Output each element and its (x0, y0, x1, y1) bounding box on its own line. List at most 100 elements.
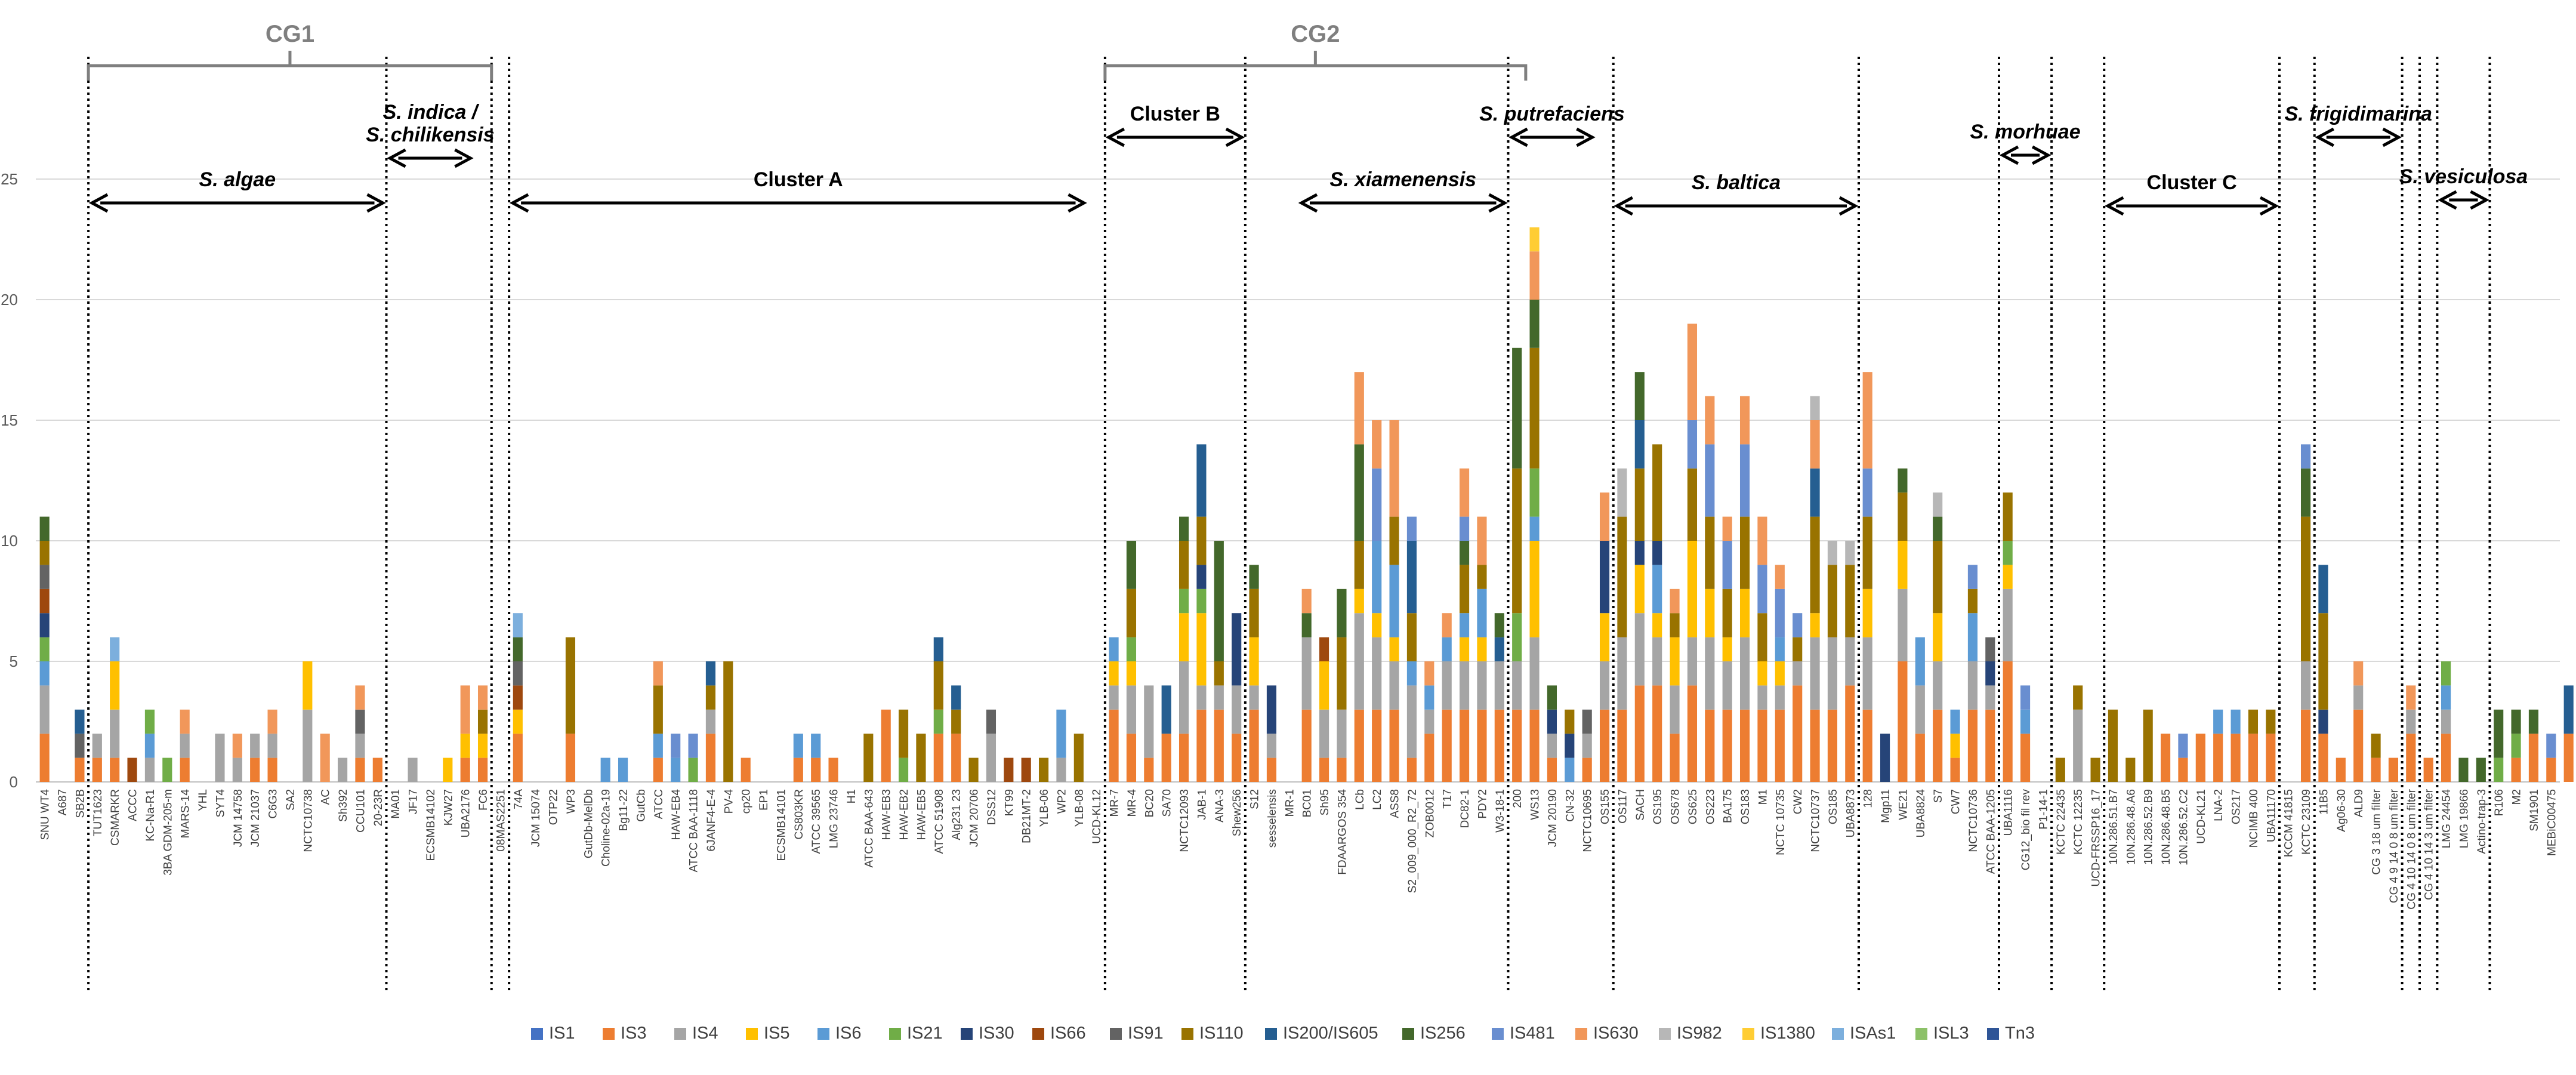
group-label: CG2 (1291, 21, 1340, 47)
bar-segment (2300, 661, 2311, 710)
y-tick-label: 5 (10, 652, 18, 670)
x-tick-label: KJW27 (442, 789, 455, 825)
x-tick-label: UCD-KL21 (2195, 789, 2208, 844)
region-arrow-head (1068, 193, 1087, 213)
bar-segment (1494, 613, 1504, 637)
bar-segment (1249, 589, 1259, 637)
bar-segment (2476, 757, 2486, 782)
x-tick-label: 08MAS2251 (495, 789, 507, 852)
bar-segment (1670, 589, 1680, 614)
bar-segment (2020, 709, 2031, 734)
y-tick-label: 25 (1, 170, 18, 188)
bar-segment (1634, 685, 1645, 782)
bar-segment (2125, 757, 2136, 782)
x-tick-label: 74A (513, 789, 525, 809)
x-tick-label: OS185 (1827, 789, 1840, 824)
bar-segment (1757, 565, 1767, 614)
bar-segment (1301, 589, 1312, 614)
bar-segment (723, 661, 733, 782)
x-tick-label: LCb (1354, 789, 1366, 810)
bar-segment (1406, 757, 1417, 782)
legend-label: IS1380 (1760, 1024, 1815, 1043)
bar-segment (1634, 565, 1645, 614)
bar-segment (2266, 709, 2276, 734)
legend-swatch (1987, 1028, 1999, 1040)
x-tick-label: 20-23R (372, 789, 385, 826)
x-tick-label: S12 (1249, 789, 1261, 809)
x-tick-label: SA70 (1161, 789, 1174, 817)
bar-segment (1512, 709, 1522, 782)
bar-segment (1354, 444, 1364, 541)
bar-segment (355, 685, 365, 710)
cluster-dividers (87, 57, 2491, 994)
x-tick-label: KCTC 22435 (2055, 789, 2068, 855)
bar-segment (2511, 709, 2521, 734)
bar-segment (1477, 661, 1487, 710)
legend-label: IS256 (1420, 1024, 1466, 1043)
region-arrow-head (1105, 127, 1125, 147)
legend: IS1 IS3 IS4 IS5 IS6 IS21 IS30 IS66 IS91 IS110 IS20… (531, 1024, 2035, 1043)
x-tick-label: 200 (1511, 789, 1524, 808)
bar-segment (1705, 516, 1715, 589)
x-tick-label: YLB-06 (1038, 789, 1051, 827)
bar-segment (477, 685, 488, 710)
x-tick-label: ATCC BAA-643 (863, 789, 875, 868)
bar-segment (1687, 324, 1698, 420)
bar-segment (1565, 757, 1575, 782)
bar-segment (1232, 613, 1242, 686)
bar-segment (1687, 420, 1698, 469)
bar-segment (1670, 613, 1680, 637)
x-tick-label: ANA-3 (1214, 789, 1226, 823)
bar-segment (1319, 709, 1329, 758)
legend-label: IS66 (1050, 1024, 1086, 1043)
bar-segment (2563, 734, 2574, 782)
x-tick-label: S7 (1932, 789, 1945, 803)
y-tick-label: 15 (1, 411, 18, 429)
x-tick-label: OS217 (2231, 789, 2243, 824)
bar-segment (1266, 757, 1277, 782)
bar-segment (513, 637, 523, 661)
bar-segment (144, 734, 155, 758)
bar-segment (2406, 685, 2416, 710)
bar-segment (1757, 516, 1767, 565)
bar-segment (1038, 757, 1049, 782)
region-arrow-head (1999, 145, 2019, 165)
bar-segment (653, 685, 663, 734)
bar-segment (2494, 757, 2504, 782)
bar-segment (1827, 541, 1838, 565)
region-arrow-head (1508, 127, 1528, 147)
bar-segment (1126, 589, 1137, 637)
bar-segment (1810, 709, 1820, 782)
x-tick-label: LMG 23746 (828, 789, 841, 848)
bar-segment (1144, 685, 1154, 758)
x-axis-tick-labels: SNU WT4 A687 SB2B TUT1623 CSMARKR ACCC KC-Na-R… (39, 788, 2559, 909)
bar-segment (1109, 637, 1119, 661)
group-bracket (87, 64, 493, 81)
bar-segment (2353, 685, 2364, 710)
x-tick-label: NCTC10736 (1967, 789, 1980, 852)
bar-segment (793, 757, 803, 782)
bar-segment (1354, 613, 1364, 710)
bar-segment (1477, 565, 1487, 589)
legend-swatch (1402, 1028, 1414, 1040)
region-label: S. chilikensis (366, 124, 494, 146)
x-tick-label: ATCC BAA-1205 (1985, 789, 1997, 874)
region-arrow-head (2382, 127, 2402, 147)
bar-segment (951, 685, 961, 710)
bar-segment (477, 734, 488, 758)
bar-segment (2511, 757, 2521, 782)
x-tick-label: CG 4 10 14 0 8 um filter (2405, 788, 2418, 909)
bar-segment (1056, 709, 1066, 758)
x-tick-label: CCU101 (354, 789, 367, 833)
bar-segment (1582, 734, 1592, 758)
legend-label: ISL3 (1933, 1024, 1969, 1043)
bar-segment (1406, 516, 1417, 541)
bar-segment (2248, 734, 2259, 782)
x-tick-label: JCM 20706 (968, 789, 981, 847)
x-tick-label: NCIMB 400 (2248, 789, 2260, 848)
bar-segment (951, 709, 961, 734)
region-label: Cluster B (1130, 103, 1220, 125)
bar-segment (951, 734, 961, 782)
bar-segment (1214, 661, 1224, 686)
bar-segment (2318, 734, 2328, 782)
